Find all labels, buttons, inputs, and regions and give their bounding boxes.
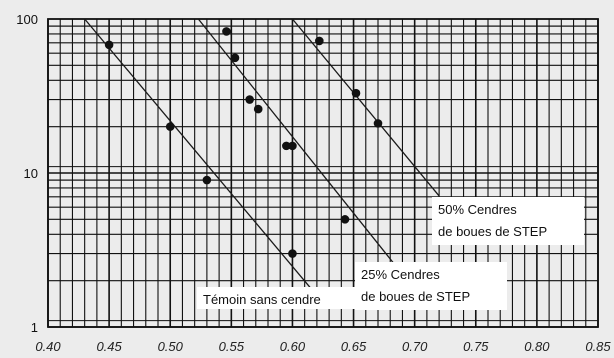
data-point-series-2 xyxy=(245,95,254,104)
x-tick-label: 0.60 xyxy=(280,339,306,354)
x-tick-label: 0.70 xyxy=(402,339,428,354)
y-axis-tick-labels: 1 10 100 xyxy=(16,12,38,335)
data-point-series-3 xyxy=(373,119,383,128)
trend-lines xyxy=(84,18,440,296)
series-label-box xyxy=(432,197,584,245)
x-tick-label: 0.40 xyxy=(35,339,61,354)
trend-line-series-3 xyxy=(291,18,440,197)
series-label-text: Témoin sans cendre xyxy=(203,292,321,307)
series-label-1: Témoin sans cendre xyxy=(197,287,355,309)
data-point-series-2 xyxy=(288,141,297,151)
x-tick-label: 0.65 xyxy=(341,339,367,354)
x-tick-label: 0.50 xyxy=(158,339,184,354)
data-point-series-2 xyxy=(253,104,263,114)
data-point-series-3 xyxy=(351,88,361,98)
y-tick-label: 10 xyxy=(24,166,38,181)
series-label-text: 25% Cendres xyxy=(361,267,440,282)
x-tick-label: 0.80 xyxy=(524,339,550,354)
series-label-text: 50% Cendres xyxy=(438,202,517,217)
grid xyxy=(47,19,599,328)
trend-line-series-1 xyxy=(84,18,318,296)
series-label-text: de boues de STEP xyxy=(438,224,547,239)
data-point-series-2 xyxy=(282,141,291,151)
data-point-series-2 xyxy=(230,53,240,63)
x-tick-label: 0.85 xyxy=(585,339,611,354)
data-points xyxy=(104,27,383,258)
plot-frame xyxy=(47,18,599,328)
series-label-box xyxy=(355,262,507,310)
x-tick-label: 0.75 xyxy=(463,339,489,354)
x-axis-tick-labels: 0.40 0.45 0.50 0.55 0.60 0.65 0.70 0.75 0.80 0.85 xyxy=(35,339,611,354)
data-point-series-2 xyxy=(222,27,231,36)
y-tick-label: 100 xyxy=(16,12,38,27)
data-point-series-1 xyxy=(202,175,212,185)
y-tick-label: 1 xyxy=(31,320,38,335)
data-point-series-1 xyxy=(104,40,114,50)
data-point-series-1 xyxy=(288,249,297,258)
series-labels: Témoin sans cendre 25% Cendres de boues de… xyxy=(197,197,584,310)
data-point-series-1 xyxy=(165,122,175,131)
x-tick-label: 0.55 xyxy=(219,339,245,354)
series-label-text: de boues de STEP xyxy=(361,289,470,304)
data-point-series-2 xyxy=(340,215,350,224)
series-label-box xyxy=(197,287,355,309)
series-label-2: 25% Cendres de boues de STEP xyxy=(355,262,507,310)
series-label-3: 50% Cendres de boues de STEP xyxy=(432,197,584,245)
data-point-series-3 xyxy=(315,36,324,46)
trend-line-series-2 xyxy=(197,18,403,275)
x-tick-label: 0.45 xyxy=(96,339,122,354)
